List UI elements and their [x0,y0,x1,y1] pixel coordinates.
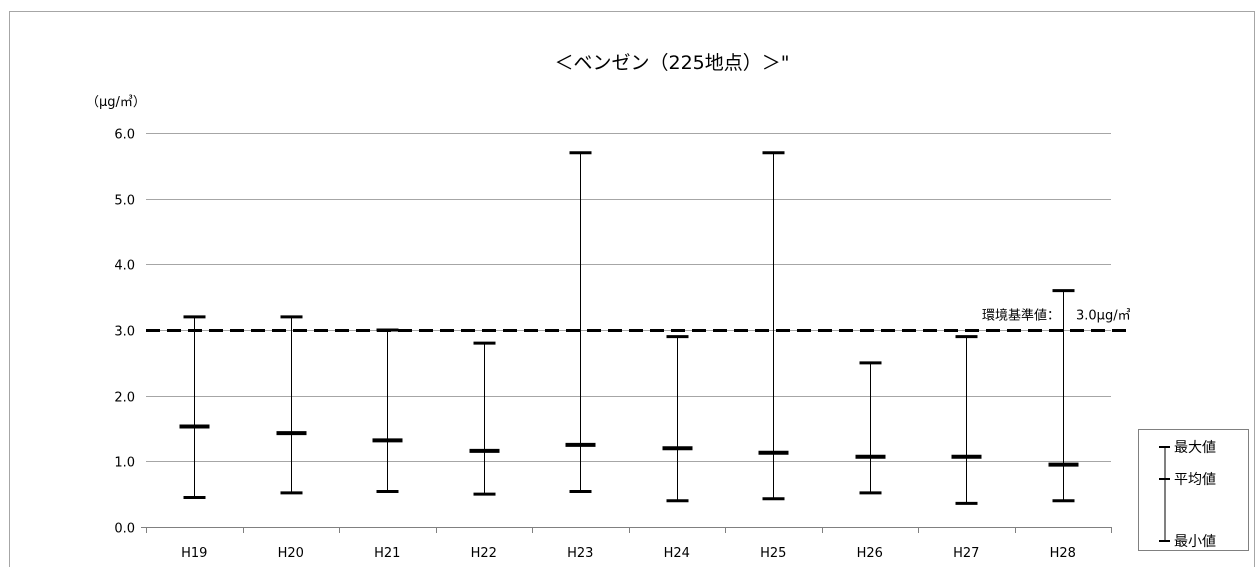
x-tick-label: H20 [278,546,304,561]
reference-line-group: 環境基準値： 3.0μg/㎥ [146,308,1131,332]
error-bar-H19 [179,315,210,499]
chart-title: ＜ベンゼン（225地点）＞" [554,52,789,74]
x-tick-label: H24 [664,546,690,561]
error-bar-H20 [276,315,307,495]
error-bar-H26 [855,361,886,495]
y-tick-label: 4.0 [114,259,135,274]
y-tick-label: 3.0 [114,325,135,340]
reference-line-value: 3.0μg/㎥ [1076,309,1131,324]
y-tick-label: 2.0 [114,391,135,406]
error-bar-H22 [469,341,500,496]
x-tick-label: H23 [567,546,593,561]
legend-label-min: 最小値 [1174,534,1216,550]
error-bar-H21 [372,328,403,494]
y-tick-label: 1.0 [114,456,135,471]
y-tick-label: 6.0 [114,128,135,143]
error-bar-H25 [758,151,789,501]
x-tick-labels: H19 H20 H21 H22 H23 H24 H25 H26 H27 H28 [181,546,1076,561]
x-tick-label: H26 [857,546,883,561]
legend: 最大値 平均値 最小値 [1138,429,1249,551]
reference-line-label: 環境基準値： [982,308,1060,324]
x-tick-label: H21 [374,546,400,561]
chart-frame [9,11,1255,567]
x-tick-label: H25 [760,546,786,561]
x-tick-label: H19 [181,546,207,561]
error-bar-H27 [951,335,982,505]
x-axis [141,527,1112,533]
error-bars [179,151,1079,505]
legend-box [1138,429,1249,551]
y-tick-labels: 0.0 1.0 2.0 3.0 4.0 5.0 6.0 [114,128,135,537]
error-bar-H28 [1048,289,1079,503]
legend-label-mean: 平均値 [1174,472,1216,488]
error-bar-H24 [662,335,693,503]
x-tick-label: H22 [471,546,497,561]
error-bar-H23 [565,151,596,494]
y-tick-label: 0.0 [114,522,135,537]
x-tick-label: H27 [953,546,979,561]
x-tick-label: H28 [1050,546,1076,561]
y-axis-unit-label: （μg/㎥） [86,95,146,110]
y-tick-label: 5.0 [114,194,135,209]
legend-label-max: 最大値 [1174,440,1216,456]
